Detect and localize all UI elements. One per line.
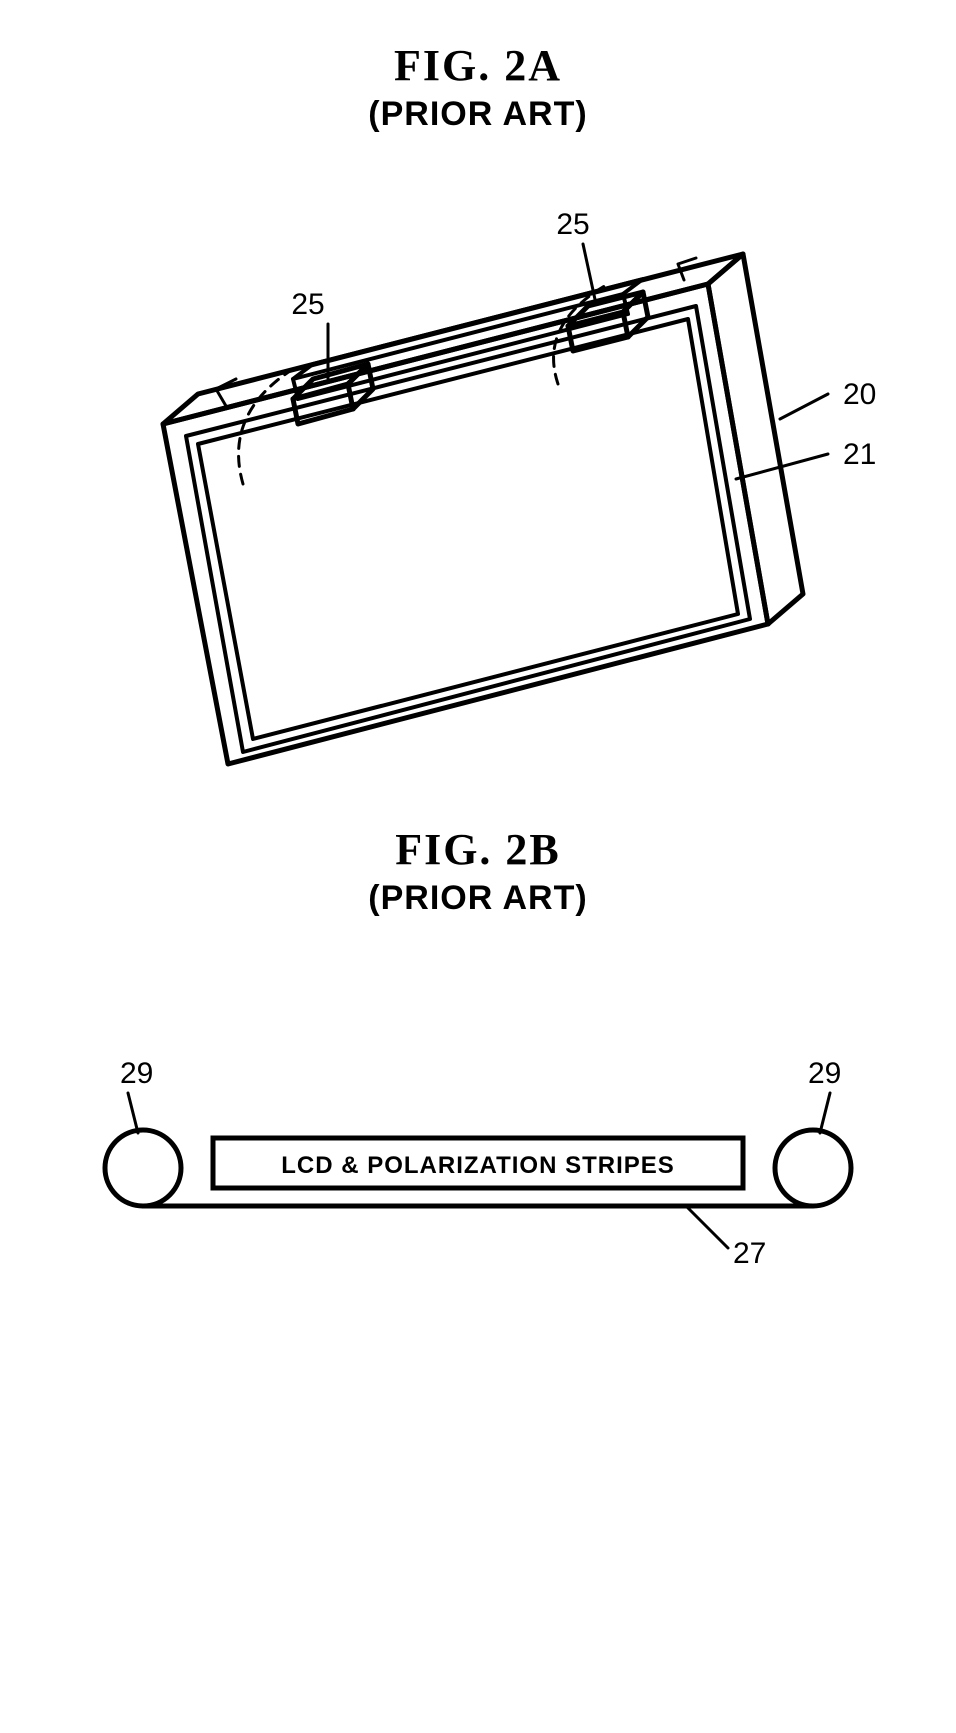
fig-2b-drawing: 29 29 27 LCD & POLARIZATION STRIPES bbox=[0, 1038, 956, 1278]
monitor-iso-svg: 25 25 20 21 bbox=[68, 154, 888, 794]
label-20: 20 bbox=[843, 378, 876, 411]
fig-2a-subtitle: (PRIOR ART) bbox=[0, 95, 956, 134]
label-27: 27 bbox=[733, 1237, 766, 1270]
fig-2b-subtitle: (PRIOR ART) bbox=[0, 879, 956, 918]
label-25-right: 25 bbox=[556, 208, 589, 241]
fig-2b-title: FIG. 2B bbox=[0, 824, 956, 875]
roller-assembly-svg: 29 29 27 LCD & POLARIZATION STRIPES bbox=[0, 1038, 956, 1278]
fig-2a-drawing: 25 25 20 21 bbox=[0, 154, 956, 794]
label-29-left: 29 bbox=[120, 1057, 153, 1090]
label-29-right: 29 bbox=[808, 1057, 841, 1090]
fig-2a-title: FIG. 2A bbox=[0, 40, 956, 91]
label-21: 21 bbox=[843, 438, 876, 471]
bar-text: LCD & POLARIZATION STRIPES bbox=[281, 1152, 675, 1179]
label-25-left: 25 bbox=[291, 288, 324, 321]
page: FIG. 2A (PRIOR ART) bbox=[0, 0, 956, 1348]
